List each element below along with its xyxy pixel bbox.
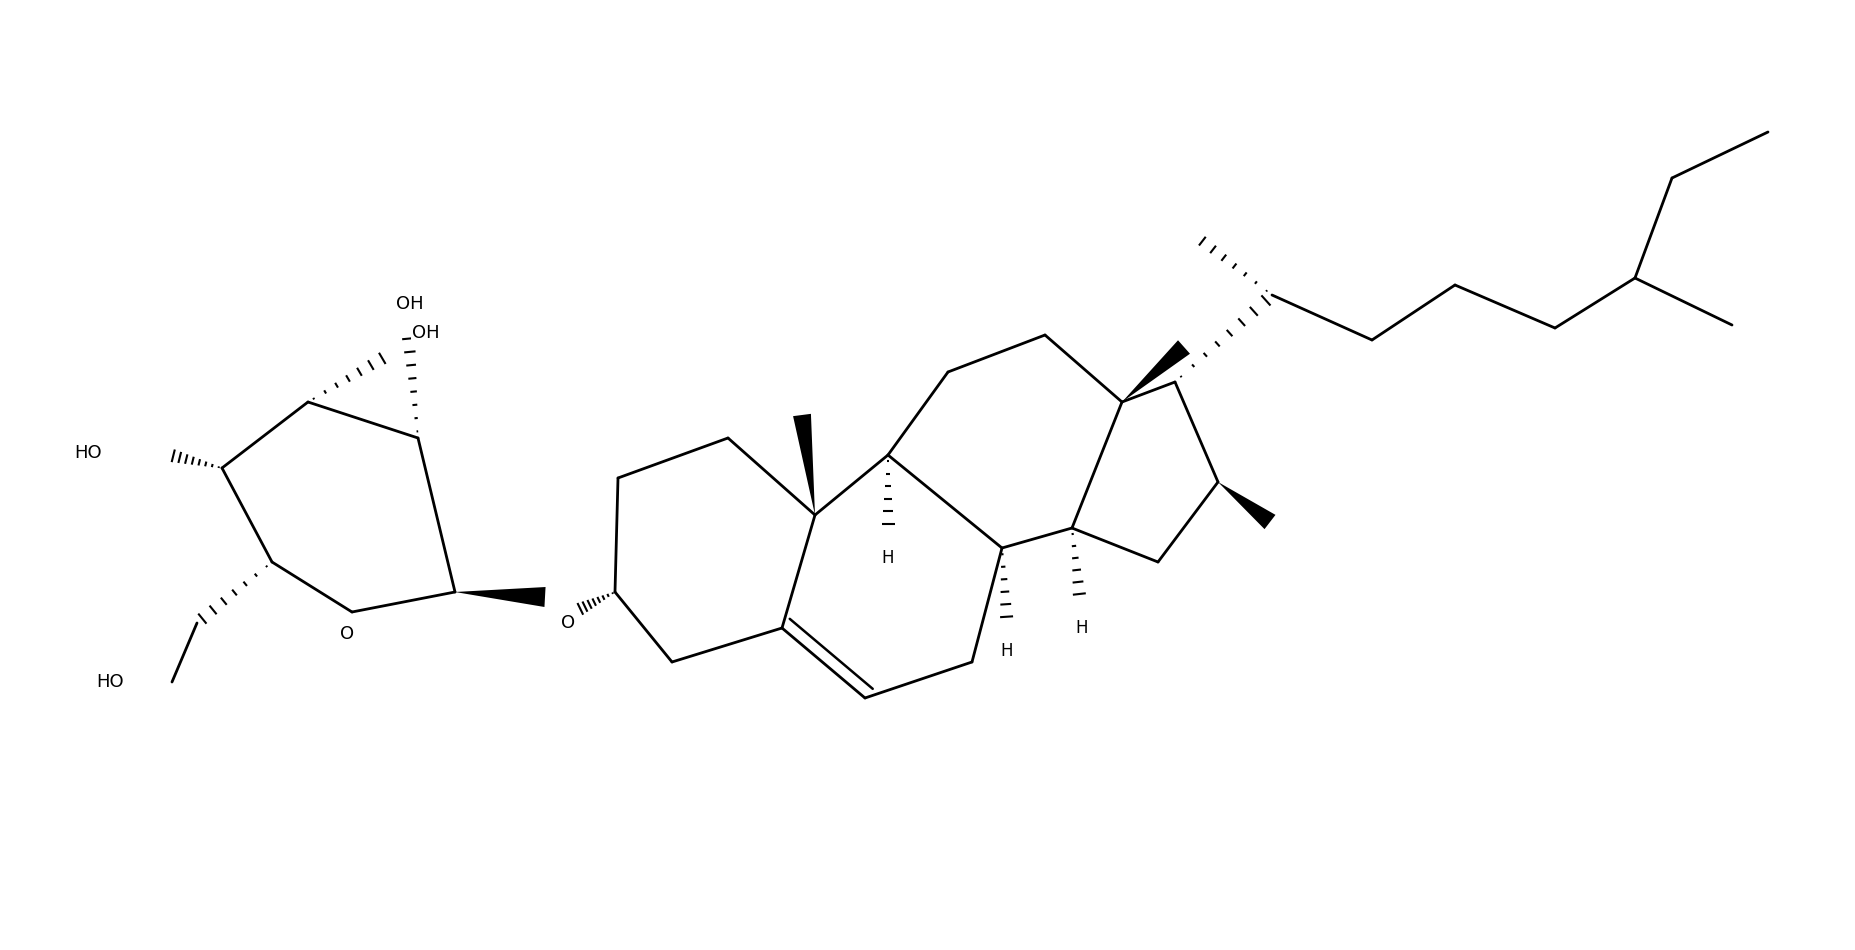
- Text: HO: HO: [74, 444, 102, 462]
- Text: O: O: [560, 614, 575, 632]
- Text: H: H: [881, 549, 894, 567]
- Text: HO: HO: [96, 673, 124, 691]
- Polygon shape: [454, 587, 545, 607]
- Text: O: O: [339, 625, 354, 643]
- Polygon shape: [1122, 340, 1189, 402]
- Text: H: H: [1000, 642, 1013, 660]
- Polygon shape: [792, 414, 814, 515]
- Text: H: H: [1076, 619, 1087, 637]
- Text: OH: OH: [412, 324, 440, 342]
- Polygon shape: [1217, 482, 1274, 529]
- Text: OH: OH: [395, 295, 423, 313]
